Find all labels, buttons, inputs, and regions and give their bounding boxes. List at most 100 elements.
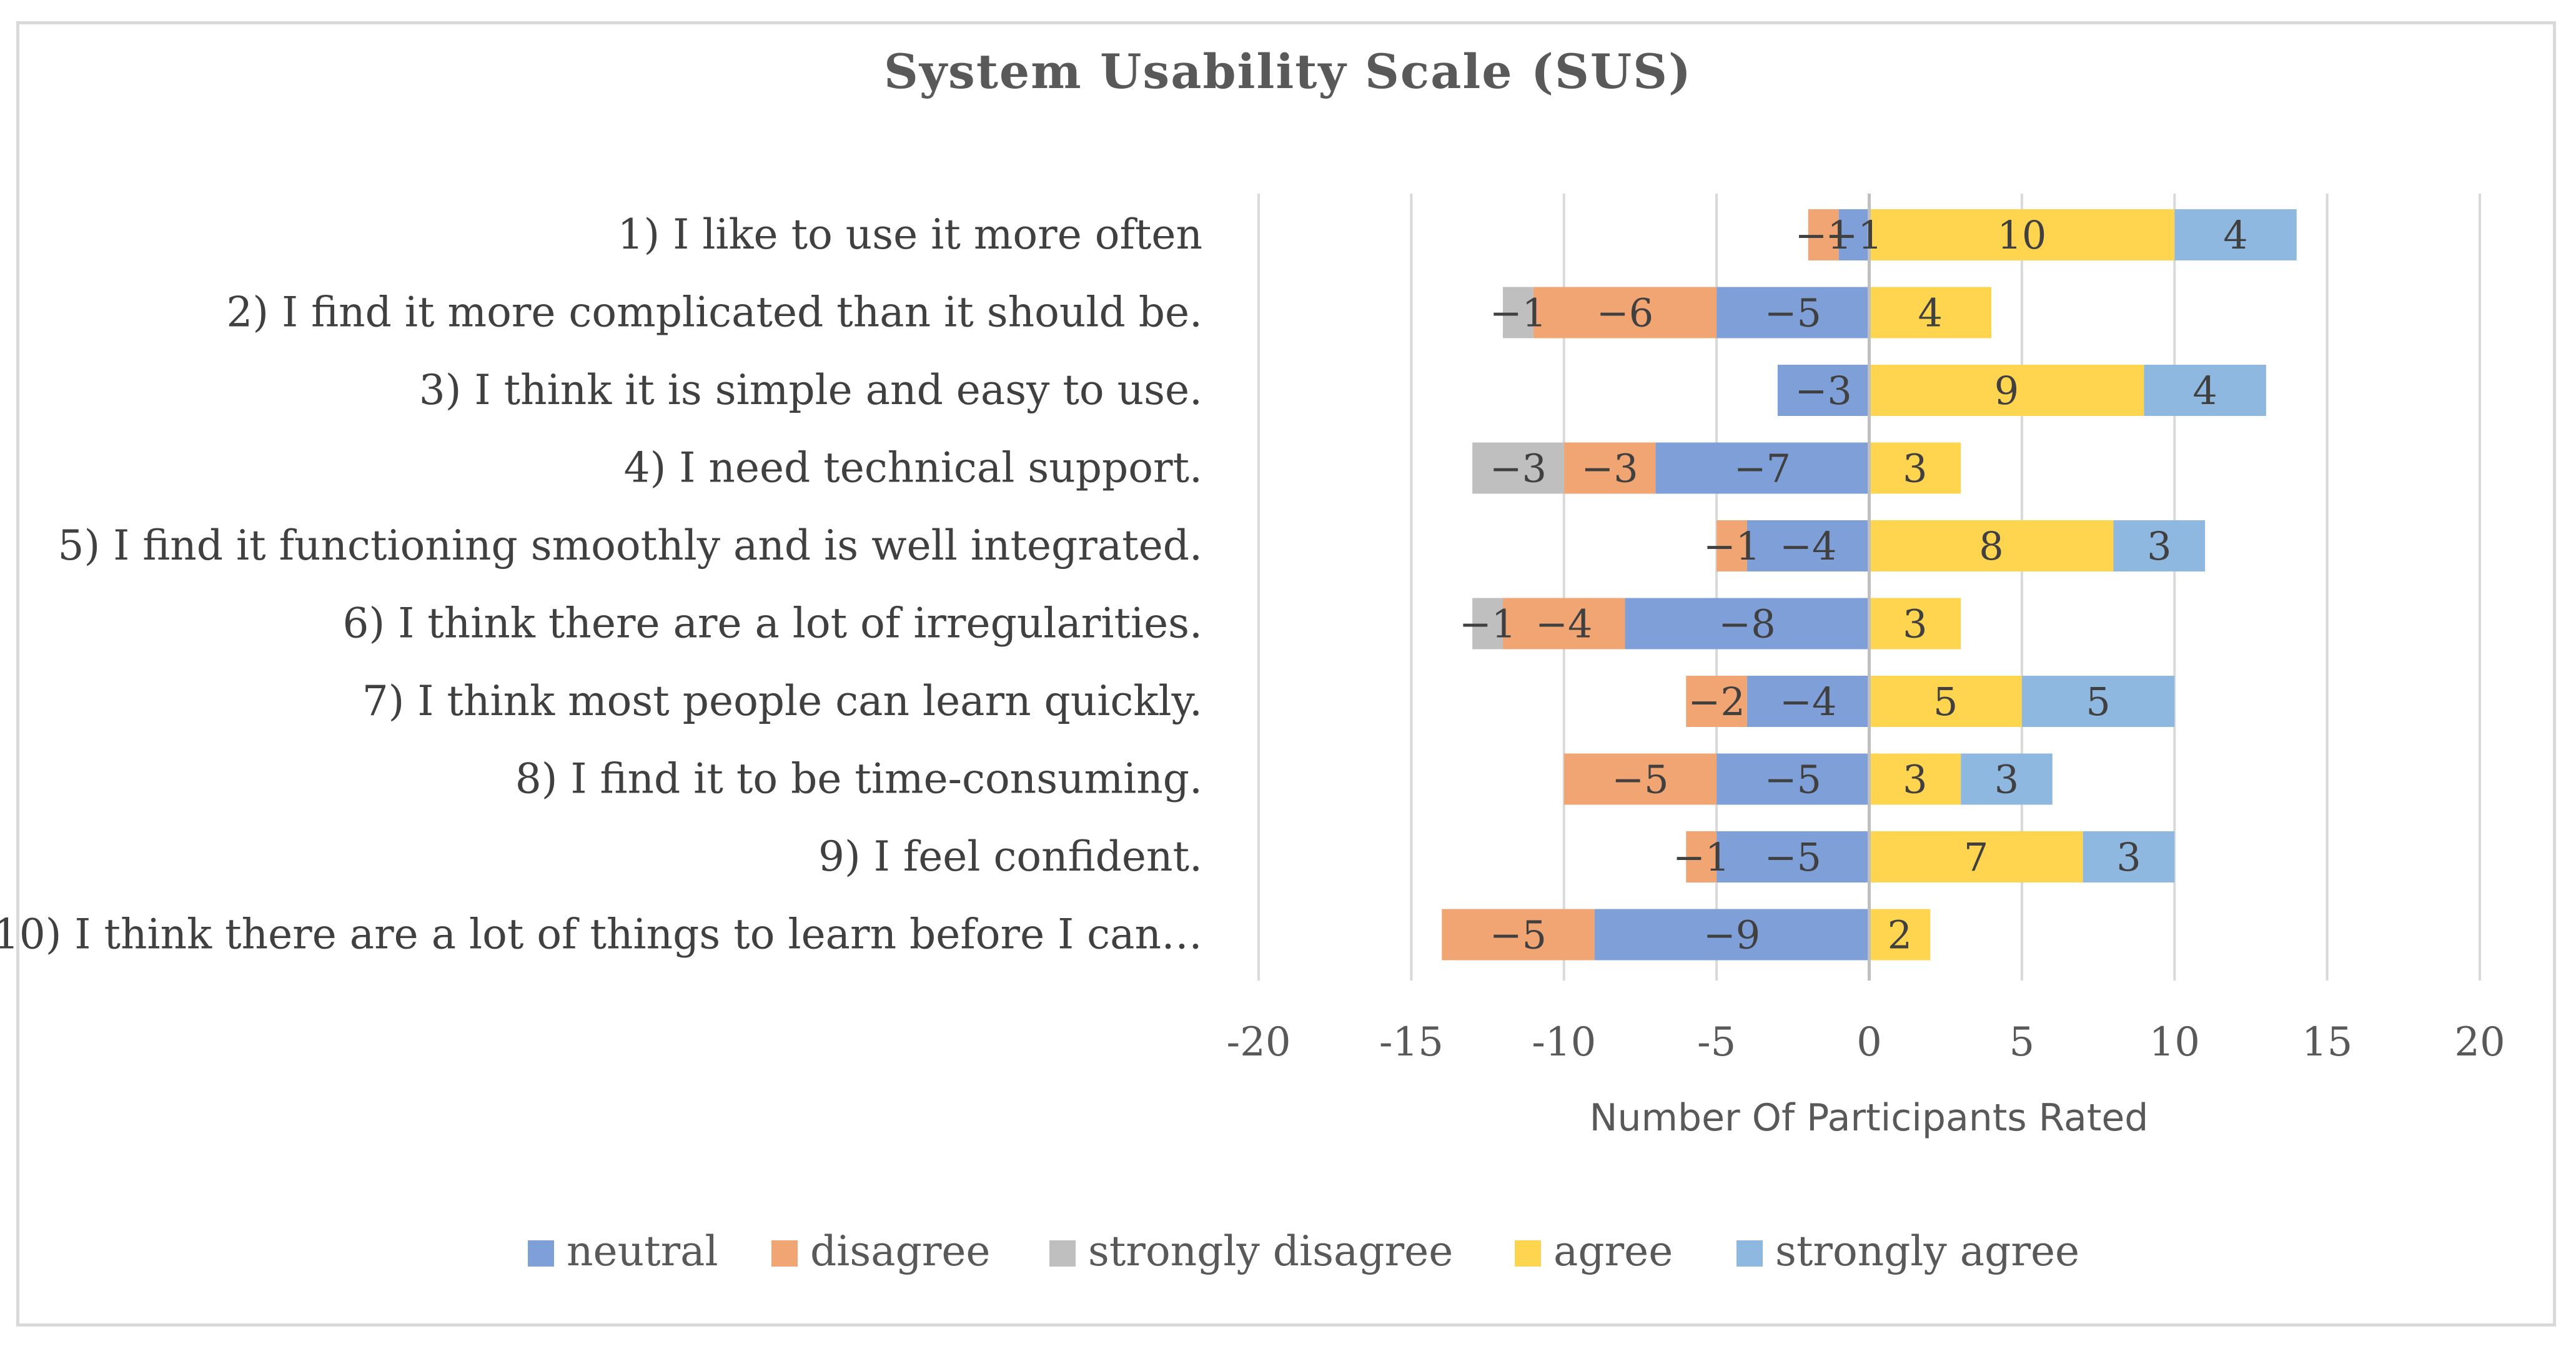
- bar-value-label: −5: [1612, 757, 1668, 803]
- bar-value-label: −2: [1688, 679, 1745, 724]
- bar-disagree: [1686, 831, 1717, 882]
- bar-strongly-agree: [1961, 753, 2053, 805]
- bar-value-label: 7: [1964, 834, 1988, 880]
- bar-value-label: −4: [1780, 679, 1836, 724]
- bar-value-label: 8: [1979, 523, 2003, 569]
- bar-value-label: −4: [1535, 601, 1592, 647]
- x-tick-label: 15: [2302, 1019, 2352, 1065]
- bar-value-label: −5: [1765, 834, 1821, 880]
- bar-value-label: 3: [2147, 523, 2171, 569]
- bar-strongly-agree: [2113, 520, 2206, 571]
- bar-value-label: 4: [2223, 212, 2247, 258]
- x-tick-label: 5: [2009, 1019, 2035, 1065]
- bar-value-label: 5: [1933, 679, 1958, 724]
- bar-strongly-agree: [2174, 209, 2297, 260]
- bar-agree: [1869, 287, 1991, 338]
- x-tick-label: 10: [2149, 1019, 2200, 1065]
- bar-strongly-agree: [2083, 831, 2175, 882]
- bar-agree: [1869, 676, 2022, 727]
- category-label: 3) I think it is simple and easy to use.: [419, 366, 1202, 414]
- bar-agree: [1869, 753, 1961, 805]
- bar-value-label: −5: [1765, 290, 1821, 336]
- legend-swatch: [1515, 1240, 1541, 1267]
- bar-value-label: −3: [1795, 368, 1851, 413]
- bar-value-label: −1: [1490, 290, 1547, 336]
- category-label: 1) I like to use it more often: [618, 210, 1202, 259]
- category-label: 9) I feel confident.: [818, 833, 1202, 881]
- bar-value-label: 3: [2116, 834, 2141, 880]
- category-label: 6) I think there are a lot of irregulari…: [343, 600, 1203, 648]
- bar-disagree: [1442, 909, 1595, 961]
- x-tick-label: -15: [1379, 1019, 1444, 1065]
- legend-label: neutral: [567, 1227, 718, 1275]
- legend-label: disagree: [810, 1227, 991, 1275]
- bar-neutral: [1594, 909, 1870, 961]
- category-label: 5) I find it functioning smoothly and is…: [57, 521, 1202, 570]
- legend-swatch: [771, 1240, 798, 1267]
- legend-swatch: [1736, 1240, 1763, 1267]
- bar-strongly-disagree: [1472, 598, 1503, 650]
- bar-value-label: −3: [1581, 446, 1638, 492]
- bar-value-label: −1: [1459, 601, 1516, 647]
- bar-neutral: [1838, 209, 1870, 260]
- bar-agree: [1869, 909, 1931, 961]
- bar-value-label: −5: [1490, 912, 1547, 958]
- bar-disagree: [1563, 442, 1656, 494]
- category-label: 7) I think most people can learn quickly…: [362, 677, 1202, 725]
- legend-swatch: [528, 1240, 554, 1267]
- bar-value-label: −5: [1765, 757, 1821, 803]
- bar-value-label: 9: [1994, 368, 2019, 413]
- chart-title: System Usability Scale (SUS): [883, 44, 1692, 99]
- x-tick-label: -5: [1697, 1019, 1736, 1065]
- bar-strongly-agree: [2144, 365, 2266, 416]
- bar-disagree: [1717, 520, 1747, 571]
- bar-value-label: −4: [1780, 523, 1836, 569]
- bar-agree: [1869, 365, 2144, 416]
- bar-agree: [1869, 209, 2175, 260]
- legend-swatch: [1049, 1240, 1076, 1267]
- x-tick-label: -10: [1532, 1019, 1596, 1065]
- bar-value-label: −9: [1703, 912, 1760, 958]
- bar-neutral: [1777, 365, 1870, 416]
- bar-value-label: 5: [2086, 679, 2110, 724]
- bar-neutral: [1625, 598, 1870, 650]
- bar-value-label: 10: [1997, 212, 2046, 258]
- legend-label: strongly disagree: [1088, 1227, 1453, 1275]
- bar-agree: [1869, 442, 1961, 494]
- bar-neutral: [1655, 442, 1870, 494]
- bar-disagree: [1808, 209, 1839, 260]
- bar-value-label: −3: [1490, 446, 1547, 492]
- category-label: 4) I need technical support.: [624, 444, 1202, 492]
- bar-value-label: −1: [1703, 523, 1760, 569]
- bar-neutral: [1717, 287, 1870, 338]
- bar-disagree: [1533, 287, 1717, 338]
- x-tick-label: -20: [1226, 1019, 1290, 1065]
- bar-value-label: 4: [1918, 290, 1943, 336]
- bar-neutral: [1747, 676, 1870, 727]
- x-axis-title: Number Of Participants Rated: [1590, 1096, 2149, 1140]
- bar-neutral: [1717, 831, 1870, 882]
- bar-value-label: 3: [1903, 446, 1927, 492]
- bar-agree: [1869, 598, 1961, 650]
- bar-neutral: [1747, 520, 1870, 571]
- bar-neutral: [1717, 753, 1870, 805]
- bar-agree: [1869, 831, 2083, 882]
- category-label: 8) I find it to be time-consuming.: [515, 755, 1202, 803]
- bar-value-label: −1: [1795, 212, 1851, 258]
- bar-value-label: −6: [1597, 290, 1653, 336]
- x-tick-label: 20: [2454, 1019, 2505, 1065]
- bar-value-label: 3: [1994, 757, 2019, 803]
- bar-disagree: [1503, 598, 1625, 650]
- bar-value-label: 3: [1903, 601, 1927, 647]
- bar-value-label: −7: [1734, 446, 1791, 492]
- bar-strongly-agree: [2021, 676, 2175, 727]
- bar-disagree: [1563, 753, 1717, 805]
- legend-label: strongly agree: [1775, 1227, 2079, 1275]
- bar-disagree: [1686, 676, 1747, 727]
- bar-agree: [1869, 520, 2114, 571]
- legend-label: agree: [1553, 1227, 1673, 1275]
- bar-strongly-disagree: [1503, 287, 1533, 338]
- category-label: 2) I find it more complicated than it sh…: [226, 289, 1202, 337]
- bar-value-label: 3: [1903, 757, 1927, 803]
